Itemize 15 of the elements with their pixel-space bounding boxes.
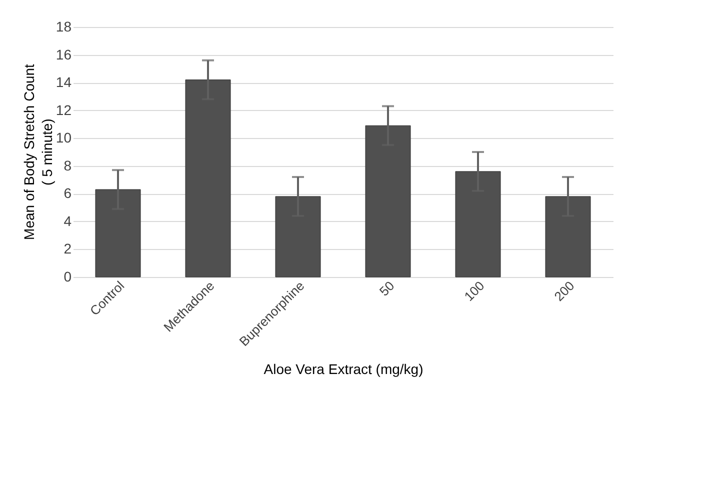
y-tick-label: 10 (56, 130, 72, 146)
y-tick-label: 6 (64, 185, 72, 202)
y-tick-label: 16 (56, 46, 72, 62)
y-tick-label: 4 (64, 212, 72, 229)
x-tick-label: 50 (376, 278, 398, 299)
y-tick-label: 14 (56, 74, 72, 90)
x-tick-label: 200 (551, 278, 578, 304)
y-tick-label: 0 (64, 268, 72, 284)
x-axis-title: Aloe Vera Extract (mg/kg) (264, 361, 424, 377)
x-tick-label: 100 (461, 278, 488, 304)
y-axis-title: Mean of Body Stretch Count ( 5 minute) (21, 64, 55, 240)
y-tick-label: 2 (64, 240, 72, 257)
y-tick-label: 18 (56, 18, 72, 34)
y-tick-label: 8 (64, 157, 72, 174)
y-tick-label: 12 (56, 102, 72, 118)
